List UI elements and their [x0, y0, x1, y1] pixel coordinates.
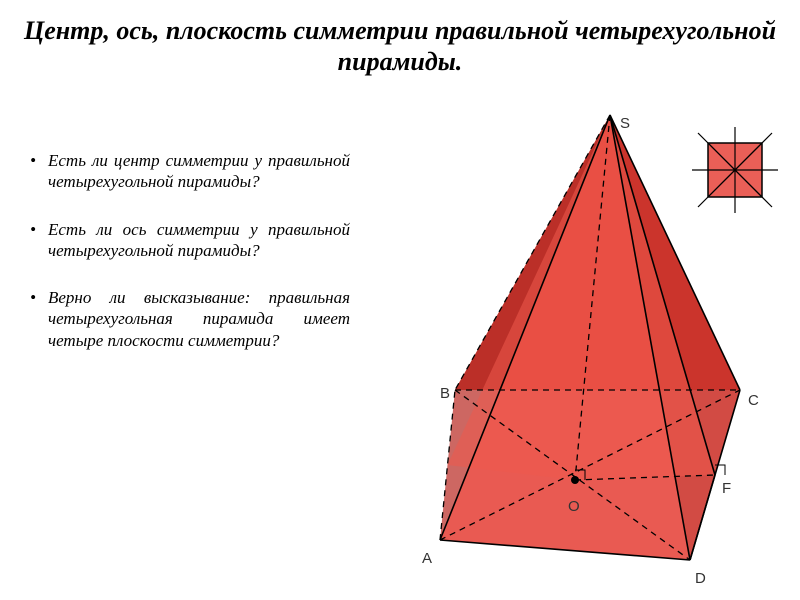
vertex-label-s: S: [620, 115, 630, 132]
vertex-label-a: A: [422, 550, 432, 567]
vertex-label-f: F: [722, 480, 731, 497]
page-title: Центр, ось, плоскость симметрии правильн…: [0, 0, 800, 87]
bullet-item: Есть ли центр симметрии у правильной чет…: [30, 150, 350, 193]
vertex-label-d: D: [695, 570, 706, 587]
square-symmetry-icon: [690, 125, 780, 215]
bullet-item: Верно ли высказывание: правильная четыре…: [30, 287, 350, 351]
vertex-label-c: C: [748, 392, 759, 409]
bullet-item: Есть ли ось симметрии у правильной четыр…: [30, 219, 350, 262]
bullet-list: Есть ли центр симметрии у правильной чет…: [0, 130, 360, 600]
vertex-label-o: O: [568, 498, 580, 515]
vertex-label-b: B: [440, 385, 450, 402]
